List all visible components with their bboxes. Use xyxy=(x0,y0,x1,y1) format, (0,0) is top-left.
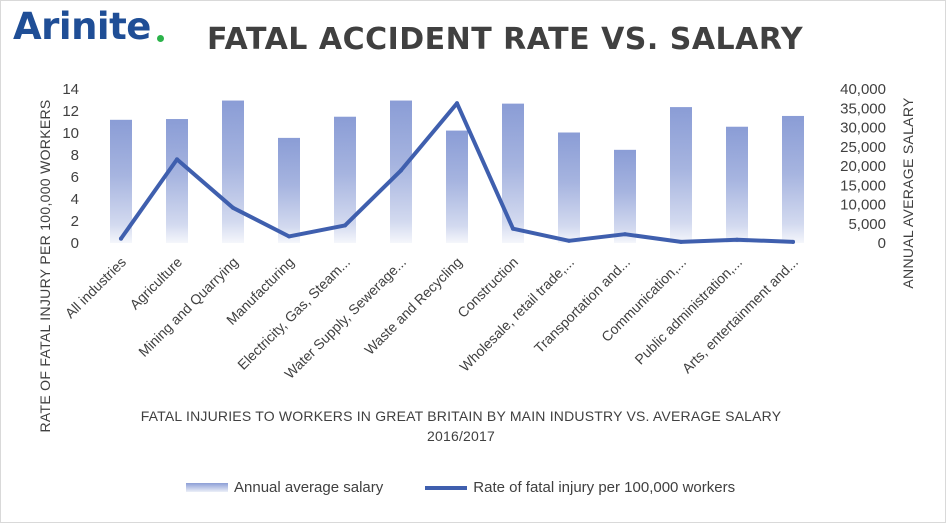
brand-logo: Arinite xyxy=(13,5,151,48)
y-tick-label: 12 xyxy=(62,103,79,120)
fatal-rate-point xyxy=(567,238,571,243)
salary-bar xyxy=(222,100,244,243)
salary-bar xyxy=(278,137,300,243)
fatal-rate-line xyxy=(119,101,795,244)
salary-bars xyxy=(110,100,804,243)
y-tick-label: 14 xyxy=(62,81,79,98)
salary-bar xyxy=(614,149,636,243)
y-tick-label: 4 xyxy=(71,191,79,208)
x-axis-title-line1: FATAL INJURIES TO WORKERS IN GREAT BRITA… xyxy=(140,408,782,424)
legend-label-fatal-rate: Rate of fatal injury per 100,000 workers xyxy=(473,479,736,496)
x-category-label: All industries xyxy=(62,254,129,321)
x-category-label: Agriculture xyxy=(126,254,185,313)
fatal-rate-point xyxy=(623,232,627,237)
fatal-rate-point xyxy=(679,239,683,244)
fatal-rate-point xyxy=(791,239,795,244)
salary-bar xyxy=(166,119,188,243)
y2-tick-label: 5,000 xyxy=(848,216,886,233)
y2-tick-label: 30,000 xyxy=(840,120,886,137)
x-category-label: Mining and Quarrying xyxy=(135,254,241,360)
y-tick-label: 0 xyxy=(71,235,79,252)
salary-bar xyxy=(726,126,748,243)
y2-tick-label: 0 xyxy=(878,235,886,252)
salary-bar xyxy=(446,130,468,243)
salary-bar xyxy=(110,119,132,243)
legend-label-salary: Annual average salary xyxy=(234,479,384,496)
salary-bar xyxy=(334,116,356,243)
logo-dot-icon xyxy=(157,35,164,42)
fatal-rate-point xyxy=(735,237,739,242)
y2-tick-label: 40,000 xyxy=(840,81,886,98)
fatal-rate-point xyxy=(455,101,459,106)
x-category-label: Electricity, Gas, Steam... xyxy=(234,254,353,373)
salary-bar xyxy=(670,107,692,243)
fatal-rate-point xyxy=(175,157,179,162)
x-axis-title-line2: 2016/2017 xyxy=(427,428,495,444)
y-tick-label: 8 xyxy=(71,147,79,164)
y2-tick-label: 35,000 xyxy=(840,100,886,117)
fatal-rate-point xyxy=(119,236,123,241)
x-axis-title: FATAL INJURIES TO WORKERS IN GREAT BRITA… xyxy=(101,406,821,446)
primary-y-axis-title: RATE OF FATAL INJURY PER 100,000 WORKERS xyxy=(37,99,53,432)
chart-legend: Annual average salary Rate of fatal inju… xyxy=(186,479,735,496)
legend-item-salary: Annual average salary xyxy=(186,479,383,496)
legend-bar-swatch xyxy=(186,483,228,492)
primary-y-axis: 0 2 4 6 8 10 12 14 xyxy=(62,81,79,252)
y2-tick-label: 10,000 xyxy=(840,197,886,214)
x-category-label: Arts, entertainment and... xyxy=(679,254,801,376)
fatal-rate-point xyxy=(511,226,515,231)
salary-bar xyxy=(558,132,580,243)
y-tick-label: 10 xyxy=(62,125,79,142)
salary-bar xyxy=(502,103,524,243)
y2-tick-label: 20,000 xyxy=(840,158,886,175)
chart-title: FATAL ACCIDENT RATE VS. SALARY xyxy=(207,22,804,57)
legend-line-swatch xyxy=(425,485,468,490)
salary-bar xyxy=(782,115,804,243)
fatal-rate-point xyxy=(399,168,403,173)
secondary-y-axis-title: ANNUAL AVERAGE SALARY xyxy=(900,97,916,289)
secondary-y-axis: 0 5,000 10,000 15,000 20,000 25,000 30,000 35,0… xyxy=(840,81,886,252)
y2-tick-label: 25,000 xyxy=(840,139,886,156)
fatal-rate-point xyxy=(343,223,347,228)
x-category-label: Transportation and... xyxy=(531,254,633,356)
fatal-rate-point xyxy=(287,234,291,239)
x-category-label: Wholesale, retail trade,... xyxy=(456,254,577,375)
y-tick-label: 6 xyxy=(71,169,79,186)
x-category-label: Public administration,... xyxy=(631,254,745,368)
x-category-label: Waste and Recycling xyxy=(361,254,465,358)
y2-tick-label: 15,000 xyxy=(840,177,886,194)
legend-item-fatal-rate: Rate of fatal injury per 100,000 workers xyxy=(383,479,735,496)
fatal-rate-point xyxy=(231,205,235,210)
y-tick-label: 2 xyxy=(71,213,79,230)
